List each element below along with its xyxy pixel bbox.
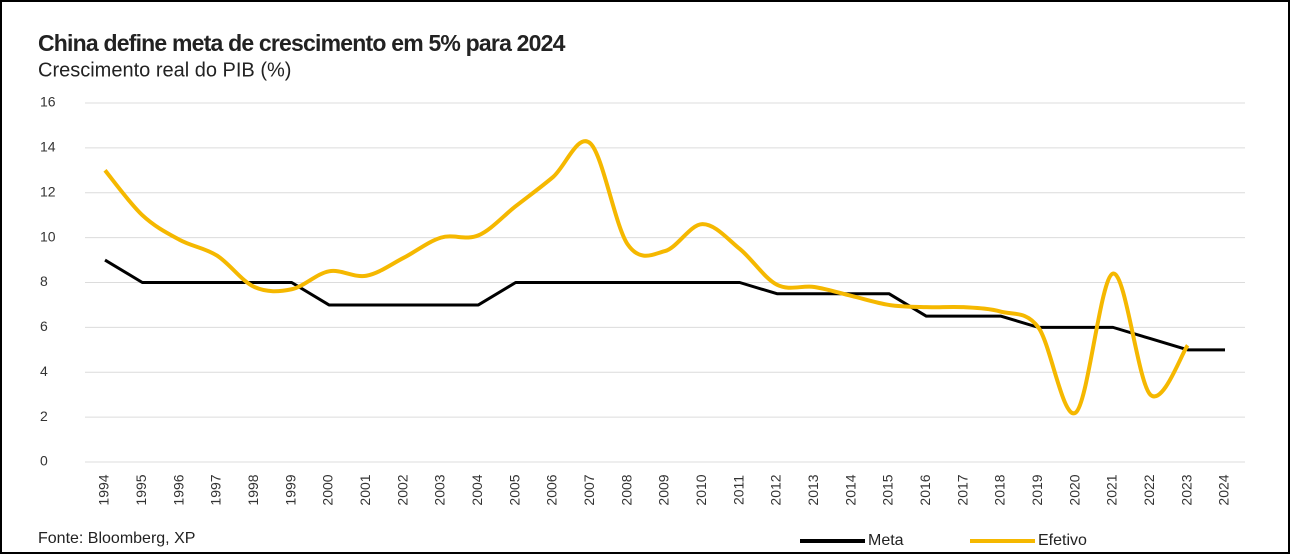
x-tick-label: 2004 [469, 474, 485, 505]
x-tick-label: 2020 [1066, 474, 1082, 505]
y-tick-label: 4 [40, 363, 48, 379]
y-tick-label: 0 [40, 453, 48, 469]
y-tick-label: 10 [40, 228, 56, 244]
x-tick-label: 2010 [693, 474, 709, 505]
x-tick-label: 2018 [992, 474, 1008, 505]
y-tick-label: 2 [40, 408, 48, 424]
legend-label: Efetivo [1038, 532, 1087, 549]
x-tick-label: 1997 [208, 474, 224, 505]
x-tick-label: 1996 [170, 474, 186, 505]
x-tick-label: 1994 [96, 474, 112, 505]
x-tick-label: 2006 [544, 474, 560, 505]
x-tick-label: 1999 [282, 474, 298, 505]
lines [103, 139, 1225, 416]
legend-label: Meta [868, 532, 904, 549]
x-tick-label: 2024 [1216, 474, 1232, 505]
x-tick-label: 1995 [133, 474, 149, 505]
x-tick-label: 2002 [394, 474, 410, 505]
x-tick-label: 2014 [842, 474, 858, 505]
x-tick-label: 2001 [357, 474, 373, 505]
x-tick-label: 2005 [506, 474, 522, 505]
x-tick-label: 2021 [1104, 474, 1120, 505]
y-tick-label: 6 [40, 318, 48, 334]
x-tick-label: 2013 [805, 474, 821, 505]
x-tick-label: 2016 [917, 474, 933, 505]
series-line [103, 139, 1190, 416]
y-tick-label: 16 [40, 94, 56, 110]
x-tick-label: 2023 [1178, 474, 1194, 505]
x-tick-label: 2003 [432, 474, 448, 505]
x-tick-label: 2000 [320, 474, 336, 505]
y-tick-label: 14 [40, 139, 56, 155]
x-tick-label: 2012 [768, 474, 784, 505]
chart-subtitle: Crescimento real do PIB (%) [38, 59, 291, 81]
x-tick-label: 2019 [1029, 474, 1045, 505]
x-tick-label: 2017 [954, 474, 970, 505]
x-tick-label: 2009 [656, 474, 672, 505]
x-tick-label: 2011 [730, 475, 746, 505]
x-tick-label: 2008 [618, 474, 634, 505]
x-tick-label: 2015 [880, 474, 896, 505]
x-tick-label: 2007 [581, 474, 597, 505]
y-tick-label: 8 [40, 273, 48, 289]
y-tick-label: 12 [40, 183, 56, 199]
source: Fonte: Bloomberg, XP [38, 530, 195, 547]
x-tick-label: 2022 [1141, 474, 1157, 505]
x-tick-label: 1998 [245, 474, 261, 505]
chart-title: China define meta de crescimento em 5% p… [38, 30, 566, 56]
